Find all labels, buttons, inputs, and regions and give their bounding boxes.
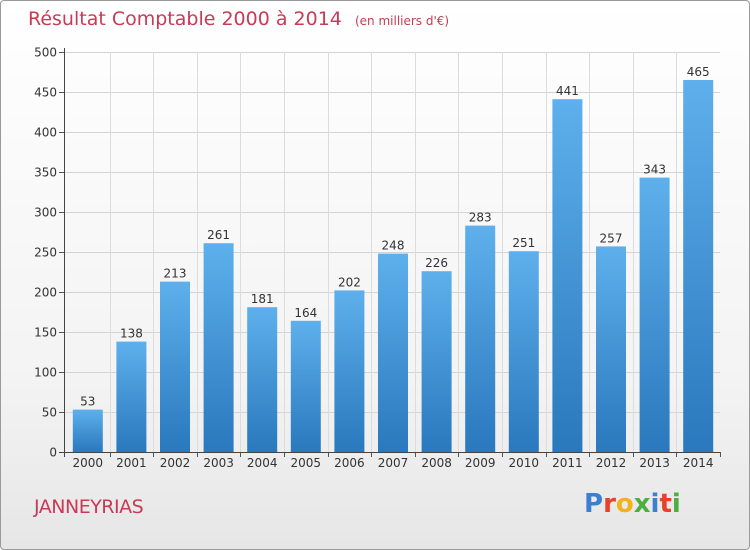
logo-letter: i <box>671 489 681 519</box>
data-label: 138 <box>120 327 143 341</box>
data-label: 261 <box>207 228 230 242</box>
bar <box>290 320 321 452</box>
data-label: 213 <box>164 267 187 281</box>
logo-letter: r <box>603 489 616 519</box>
axes: 0 50 100 150 200 250 300 350 400 450 500 2000 2001 20… <box>34 46 721 470</box>
bar <box>116 341 147 452</box>
y-tick-label: 50 <box>42 406 57 420</box>
x-tick-label: 2005 <box>291 456 322 470</box>
data-label: 202 <box>338 275 361 289</box>
bar <box>203 243 234 452</box>
x-tick-label: 2006 <box>334 456 365 470</box>
bar <box>72 409 103 452</box>
y-tick-label: 250 <box>34 246 57 260</box>
x-tick-label: 2007 <box>378 456 409 470</box>
x-tick-label: 2000 <box>73 456 104 470</box>
logo-letter: x <box>633 489 651 519</box>
bar <box>421 271 452 452</box>
x-tick-label: 2011 <box>552 456 583 470</box>
chart-title-block: Résultat Comptable 2000 à 2014 (en milli… <box>28 8 449 30</box>
proxiti-logo: Proxiti <box>584 489 681 519</box>
bar <box>378 253 408 452</box>
x-tick-label: 2002 <box>160 456 191 470</box>
bar <box>334 290 365 452</box>
x-tick-label: 2013 <box>639 456 670 470</box>
data-label: 441 <box>556 84 579 98</box>
bars: 53 138 213 261 181 164 202 248 226 283 251 441 257 34… <box>72 65 714 452</box>
bar <box>683 80 714 452</box>
x-tick-label: 2014 <box>683 456 714 470</box>
chart-subtitle: (en milliers d'€) <box>354 14 450 28</box>
x-tick-label: 2012 <box>596 456 627 470</box>
logo-letter: t <box>659 489 672 519</box>
commune-name: JANNEYRIAS <box>34 496 144 518</box>
data-label: 251 <box>512 236 535 250</box>
y-tick-label: 350 <box>34 166 57 180</box>
data-label: 226 <box>425 256 448 270</box>
y-tick-label: 200 <box>34 286 57 300</box>
y-tick-label: 150 <box>34 326 57 340</box>
bar <box>247 307 278 452</box>
data-label: 283 <box>469 211 492 225</box>
bar <box>465 225 496 452</box>
x-tick-label: 2004 <box>247 456 278 470</box>
x-tick-label: 2008 <box>421 456 452 470</box>
data-label: 164 <box>294 306 317 320</box>
y-tick-label: 500 <box>34 46 57 60</box>
y-tick-label: 450 <box>34 86 57 100</box>
logo-letter: i <box>650 489 660 519</box>
data-label: 343 <box>643 163 666 177</box>
logo-letter: o <box>615 489 634 519</box>
x-tick-label: 2010 <box>509 456 540 470</box>
bar <box>508 251 539 452</box>
y-tick-label: 400 <box>34 126 57 140</box>
data-label: 181 <box>251 292 274 306</box>
data-label: 257 <box>600 231 623 245</box>
bar <box>596 246 626 452</box>
x-tick-label: 2003 <box>203 456 234 470</box>
chart-title: Résultat Comptable 2000 à 2014 <box>28 8 342 30</box>
bar <box>552 99 583 452</box>
y-tick-label: 100 <box>34 366 57 380</box>
y-tick-label: 300 <box>34 206 57 220</box>
logo-letter: P <box>584 489 604 519</box>
y-tick-label: 0 <box>49 446 57 460</box>
data-label: 465 <box>687 65 710 79</box>
data-label: 53 <box>80 395 95 409</box>
x-tick-label: 2009 <box>465 456 496 470</box>
data-label: 248 <box>382 239 405 253</box>
bar <box>160 281 190 452</box>
x-tick-label: 2001 <box>116 456 147 470</box>
bar <box>639 177 670 452</box>
